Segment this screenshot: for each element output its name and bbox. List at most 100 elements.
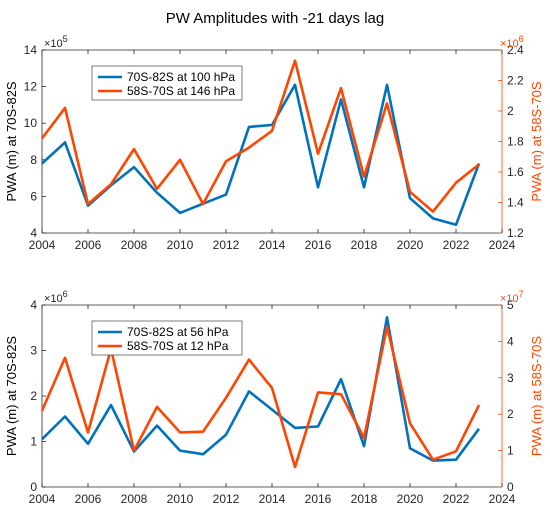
y-left-axis-label: PWA (m) at 70S-82S (4, 336, 19, 456)
data-point (41, 409, 43, 411)
y-right-tick-label: 2 (507, 407, 514, 421)
y-right-tick-label: 1.4 (507, 196, 524, 210)
data-point (340, 393, 342, 395)
y-right-tick-label: 1 (507, 444, 514, 458)
data-point (225, 193, 227, 195)
y-left-exponent: ×106 (44, 289, 68, 305)
y-left-tick-label: 2 (30, 389, 37, 403)
data-point (409, 447, 411, 449)
y-left-axis-label: PWA (m) at 70S-82S (4, 81, 19, 201)
y-right-exponent: ×107 (500, 289, 524, 305)
x-tick-label: 2024 (489, 492, 516, 506)
data-point (179, 212, 181, 214)
data-point (271, 387, 273, 389)
data-point (64, 141, 66, 143)
x-tick-label: 2010 (167, 492, 194, 506)
legend-label: 70S-82S at 56 hPa (127, 325, 229, 339)
x-tick-label: 2004 (29, 492, 56, 506)
y-left-tick-label: 4 (30, 298, 37, 312)
data-point (87, 431, 89, 433)
data-point (455, 224, 457, 226)
data-point (455, 450, 457, 452)
y-right-tick-label: 3 (507, 371, 514, 385)
data-point (64, 107, 66, 109)
data-point (110, 404, 112, 406)
panel-bottom: 2004 2006 2008 2010 2012 2014 2016 2018 2020 2022… (4, 289, 544, 506)
x-tick-label: 2018 (351, 238, 378, 252)
x-tick-label: 2018 (351, 492, 378, 506)
data-point (110, 183, 112, 185)
x-tick-label: 2014 (259, 492, 286, 506)
legend-box (91, 320, 243, 356)
y-left-tick-label: 4 (30, 226, 37, 240)
data-point (133, 148, 135, 150)
data-point (225, 397, 227, 399)
y-right-tick-label: 2 (507, 104, 514, 118)
figure-title: PW Amplitudes with -21 days lag (166, 10, 384, 27)
data-point (363, 437, 365, 439)
data-point (294, 59, 296, 61)
data-point (363, 186, 365, 188)
data-point (87, 443, 89, 445)
y-right-tick-label: 4 (507, 334, 514, 348)
data-point (271, 130, 273, 132)
data-point (386, 84, 388, 86)
data-point (386, 102, 388, 104)
data-point (340, 378, 342, 380)
y-right-exponent: ×106 (500, 34, 524, 50)
data-point (248, 126, 250, 128)
data-point (455, 181, 457, 183)
x-tick-label: 2012 (213, 492, 240, 506)
y-right-axis-label: PWA (m) at 58S-70S (529, 81, 544, 201)
x-tick-label: 2014 (259, 238, 286, 252)
data-point (271, 408, 273, 410)
y-left-tick-label: 14 (24, 43, 38, 57)
data-point (455, 459, 457, 461)
data-point (225, 160, 227, 162)
x-tick-label: 2010 (167, 238, 194, 252)
series-line-58s-70s-at-12-hpa (40, 325, 481, 469)
panel-top: 2004 2006 2008 2010 2012 2014 2016 2018 2020 2022… (4, 34, 544, 252)
data-point (432, 459, 434, 461)
y-right-tick-label: 0 (507, 480, 514, 494)
data-point (340, 98, 342, 100)
data-point (478, 163, 480, 165)
data-point (294, 466, 296, 468)
y-left-tick-label: 1 (30, 435, 37, 449)
data-point (317, 153, 319, 155)
y-left-tick-label: 8 (30, 153, 37, 167)
data-point (294, 84, 296, 86)
data-point (202, 203, 204, 205)
x-tick-label: 2008 (121, 238, 148, 252)
legend-label: 58S-70S at 12 hPa (127, 339, 229, 353)
data-point (248, 358, 250, 360)
series-line-70s-82s-at-100-hpa (41, 83, 481, 227)
data-point (225, 433, 227, 435)
y-right-tick-label: 2.4 (507, 43, 524, 57)
data-point (478, 404, 480, 406)
y-right-tick-label: 5 (507, 298, 514, 312)
data-point (386, 326, 388, 328)
data-point (41, 438, 43, 440)
data-point (133, 449, 135, 451)
y-left-exponent: ×105 (44, 34, 68, 50)
y-right-axis-label: PWA (m) at 58S-70S (529, 336, 544, 456)
x-tick-label: 2020 (397, 238, 424, 252)
y-left-tick-label: 3 (30, 344, 37, 358)
data-point (133, 166, 135, 168)
y-right-tick-label: 1.2 (507, 226, 524, 240)
data-point (64, 415, 66, 417)
series-line-58s-70s-at-146-hpa (40, 59, 480, 213)
y-right-tick-label: 1.8 (507, 135, 524, 149)
data-point (317, 425, 319, 427)
data-point (432, 210, 434, 212)
data-point (179, 431, 181, 433)
data-point (340, 87, 342, 89)
data-point (409, 191, 411, 193)
data-point (156, 192, 158, 194)
data-point (363, 175, 365, 177)
data-point (156, 424, 158, 426)
data-point (41, 137, 43, 139)
data-point (432, 217, 434, 219)
